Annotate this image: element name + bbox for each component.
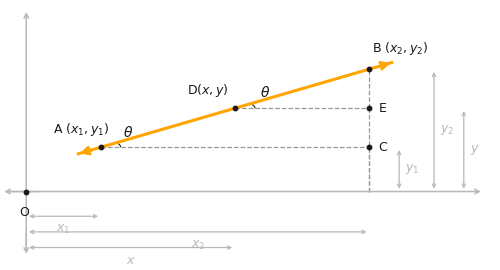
Text: O: O bbox=[19, 206, 28, 219]
Text: $\theta$: $\theta$ bbox=[260, 85, 270, 100]
Text: $\theta$: $\theta$ bbox=[123, 126, 134, 140]
Text: $x$: $x$ bbox=[126, 254, 136, 267]
Text: A $(x_1, y_1)$: A $(x_1, y_1)$ bbox=[53, 121, 109, 138]
Text: $x_1$: $x_1$ bbox=[56, 223, 71, 236]
Text: C: C bbox=[378, 141, 387, 154]
Text: D$(x, y)$: D$(x, y)$ bbox=[187, 82, 228, 99]
Text: $y$: $y$ bbox=[470, 143, 480, 157]
Text: E: E bbox=[378, 102, 386, 115]
Text: $y_2$: $y_2$ bbox=[440, 123, 454, 137]
Text: B $(x_2, y_2)$: B $(x_2, y_2)$ bbox=[372, 40, 428, 58]
Text: $x_2$: $x_2$ bbox=[190, 238, 205, 252]
Text: $y_1$: $y_1$ bbox=[405, 162, 419, 176]
